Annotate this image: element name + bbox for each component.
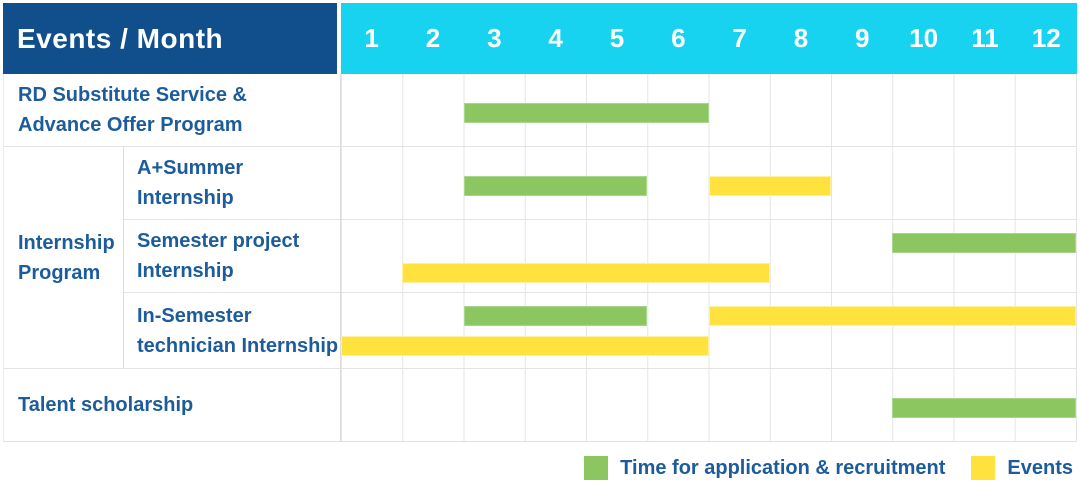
month-label: 10 xyxy=(909,23,939,53)
row-label-semester-project: Semester project Internship xyxy=(124,220,340,292)
table-row xyxy=(341,220,1076,293)
table-row xyxy=(341,147,1076,220)
row-label-rd-substitute: RD Substitute Service & Advance Offer Pr… xyxy=(4,74,341,146)
month-label: 8 xyxy=(793,23,809,53)
gantt-bar-application xyxy=(892,233,1076,253)
month-label: 11 xyxy=(971,23,999,53)
yellow-swatch-icon xyxy=(971,456,996,480)
gantt-lane-semester-project xyxy=(341,220,1076,292)
row-label-line: Talent scholarship xyxy=(18,394,194,416)
table-row-group-internship: Internship Program A+Summer Internship S… xyxy=(4,147,1076,369)
table-row: In-Semester technician Internship xyxy=(124,293,340,368)
header-title-cell: Events / Month xyxy=(3,3,337,74)
table-body: RD Substitute Service & Advance Offer Pr… xyxy=(3,74,1077,442)
gantt-lane-in-semester xyxy=(341,293,1076,368)
gantt-bar-application xyxy=(463,176,648,196)
row-label-talent-scholarship: Talent scholarship xyxy=(4,369,341,441)
legend-label: Events xyxy=(1007,456,1073,479)
gantt-bar-events xyxy=(402,263,770,283)
gantt-bar-events xyxy=(708,306,1076,326)
legend-item-application: Time for application & recruitment xyxy=(584,456,945,480)
table-row: Semester project Internship xyxy=(124,220,340,293)
month-label: 12 xyxy=(1031,23,1061,53)
table-row: A+Summer Internship xyxy=(124,147,340,220)
internship-sub-labels: A+Summer Internship Semester project Int… xyxy=(124,147,340,368)
table-row: Talent scholarship xyxy=(4,369,1076,441)
gantt-bar-application xyxy=(463,306,648,326)
row-label-in-semester: In-Semester technician Internship xyxy=(124,293,340,368)
gantt-bar-application xyxy=(892,398,1076,418)
gantt-table: Events / Month 1 2 3 4 5 6 7 8 9 10 11 12 RD Substi… xyxy=(3,3,1077,442)
month-label: 5 xyxy=(609,23,625,53)
row-label-a-summer: A+Summer Internship xyxy=(124,147,340,219)
gantt-bar-events xyxy=(708,176,831,196)
month-label: 3 xyxy=(487,23,502,53)
legend-label: Time for application & recruitment xyxy=(620,456,946,479)
header-row: Events / Month 1 2 3 4 5 6 7 8 9 10 11 12 xyxy=(3,3,1077,74)
gantt-bar-application xyxy=(463,103,709,123)
internship-charts xyxy=(341,147,1076,368)
month-label: 2 xyxy=(425,23,441,53)
gantt-bar-events xyxy=(341,336,709,356)
group-label-line: Program xyxy=(18,261,101,284)
legend: Time for application & recruitment Event… xyxy=(584,456,1073,480)
group-label-internship-program: Internship Program xyxy=(4,147,124,368)
table-row: RD Substitute Service & Advance Offer Pr… xyxy=(4,74,1076,147)
gantt-lane-talent-scholarship xyxy=(341,369,1076,441)
internship-group-label-area: Internship Program A+Summer Internship S… xyxy=(4,147,341,368)
row-label-line: A+Summer xyxy=(137,157,244,179)
row-label-line: In-Semester xyxy=(137,304,252,327)
gantt-lane-rd-substitute xyxy=(341,74,1076,146)
page-title: Events / Month xyxy=(17,22,224,54)
header-divider xyxy=(337,3,341,74)
gantt-lane-a-summer xyxy=(341,147,1076,219)
row-label-line: Semester project xyxy=(137,230,300,252)
month-label: 9 xyxy=(855,23,870,53)
legend-item-events: Events xyxy=(971,456,1073,480)
row-label-line: Internship xyxy=(137,260,234,282)
row-label-line: technician Internship xyxy=(137,334,339,357)
month-label: 7 xyxy=(732,23,747,53)
row-label-line: Advance Offer Program xyxy=(18,114,243,136)
row-label-line: Internship xyxy=(137,187,234,209)
month-label: 4 xyxy=(548,23,563,53)
month-label: 1 xyxy=(364,23,379,53)
green-swatch-icon xyxy=(584,456,609,480)
row-label-line: RD Substitute Service & xyxy=(18,84,247,106)
month-label: 6 xyxy=(671,23,686,53)
month-header-row: 1 2 3 4 5 6 7 8 9 10 11 12 xyxy=(341,3,1077,74)
table-row xyxy=(341,293,1076,368)
group-label-line: Internship xyxy=(18,231,115,254)
